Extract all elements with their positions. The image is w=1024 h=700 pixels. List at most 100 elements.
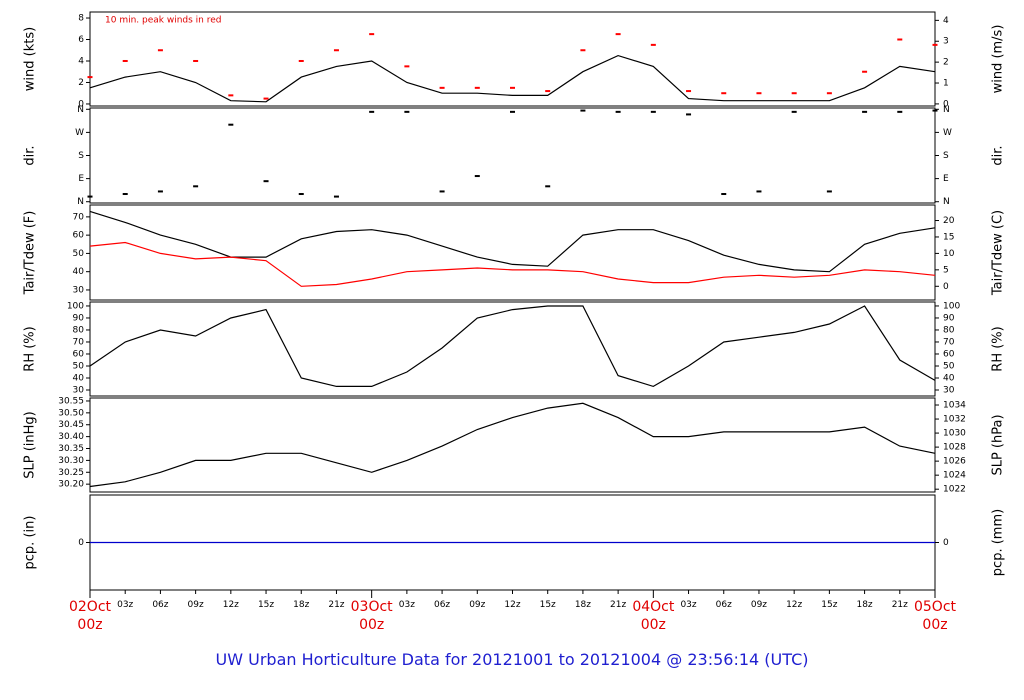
y2-tick-label: 3: [943, 37, 949, 47]
data-point: [404, 65, 410, 68]
data-point: [439, 86, 445, 89]
chart-title: UW Urban Horticulture Data for 20121001 …: [215, 650, 809, 669]
data-point: [826, 190, 832, 193]
data-point: [580, 49, 586, 52]
x-tick-label: 09z: [750, 600, 768, 610]
panel-frame: [89, 11, 936, 107]
y-tick-label: 60: [73, 231, 85, 241]
y-tick-label: 0: [78, 99, 84, 109]
y-tick-label: 30.55: [58, 396, 84, 406]
x-tick-label: 18z: [293, 600, 310, 610]
x-tick-label: 03z: [398, 600, 415, 610]
y-tick-label: 100: [67, 301, 84, 311]
y-tick-label: 0: [78, 538, 84, 548]
y2-tick-label: 4: [943, 16, 949, 26]
y2-tick-label: 0: [943, 538, 949, 548]
y-axis-label: dir.: [23, 145, 38, 165]
y-tick-label: 70: [73, 212, 85, 222]
y-axis-label: SLP (inHg): [23, 411, 38, 479]
x-tick-label: 12z: [504, 600, 521, 610]
y2-axis-label: Tair/Tdew (C): [991, 210, 1006, 296]
y2-tick-label: 90: [943, 313, 955, 323]
data-point: [721, 193, 727, 196]
y-tick-label: 6: [78, 35, 84, 45]
data-line: [89, 210, 936, 273]
y-axis-label: RH (%): [23, 326, 38, 371]
data-point: [474, 175, 480, 178]
x-tick-label: 21z: [328, 600, 345, 610]
x-tick-label: 15z: [821, 600, 838, 610]
data-point: [615, 33, 621, 36]
x-tick-label: 18z: [574, 600, 591, 610]
x-tick-label: 09z: [469, 600, 486, 610]
x-tick-label: 21z: [610, 600, 627, 610]
y2-axis-label: wind (m/s): [991, 25, 1006, 94]
data-point: [826, 92, 832, 95]
x-tick-label: 09z: [187, 600, 204, 610]
y2-tick-label: S: [943, 151, 949, 161]
data-point: [615, 110, 621, 113]
data-point: [686, 90, 692, 93]
y2-tick-label: E: [943, 174, 949, 184]
y2-tick-label: N: [943, 197, 950, 207]
data-point: [263, 97, 269, 100]
data-point: [122, 59, 128, 62]
data-point: [580, 109, 586, 112]
data-point: [369, 33, 375, 36]
y-tick-label: 90: [73, 313, 85, 323]
y-tick-label: 70: [73, 337, 85, 347]
data-point: [686, 113, 692, 116]
y2-tick-label: 5: [943, 265, 949, 275]
data-point: [193, 59, 199, 62]
y2-tick-label: 30: [943, 385, 955, 395]
y-axis-label: Tair/Tdew (F): [23, 211, 38, 296]
y2-axis-label: RH (%): [991, 326, 1006, 371]
data-point: [756, 190, 762, 193]
data-point: [87, 76, 93, 79]
data-point: [87, 195, 93, 198]
x-tick-label: 15z: [539, 600, 556, 610]
x-tick-label: 18z: [856, 600, 873, 610]
y-tick-label: 30: [73, 385, 85, 395]
y2-axis-label: SLP (hPa): [991, 414, 1006, 475]
data-point: [333, 49, 339, 52]
panel-frame: [89, 397, 936, 493]
data-point: [404, 110, 410, 113]
y-tick-label: N: [77, 197, 84, 207]
data-point: [298, 193, 304, 196]
y-tick-label: 50: [73, 249, 85, 259]
y-tick-label: 60: [73, 349, 85, 359]
y-tick-label: 40: [73, 373, 85, 383]
x-tick-label: 21z: [891, 600, 908, 610]
x-tick-label: 05Oct 00z: [913, 599, 957, 633]
x-tick-label: 15z: [257, 600, 275, 610]
data-point: [193, 185, 199, 188]
y2-tick-label: 100: [943, 301, 960, 311]
y-tick-label: 30.35: [58, 444, 84, 454]
y-tick-label: N: [77, 105, 84, 115]
y-tick-label: 4: [78, 56, 84, 66]
data-point: [263, 180, 269, 183]
y2-tick-label: 70: [943, 337, 955, 347]
y2-tick-label: 50: [943, 361, 955, 371]
data-line: [89, 54, 936, 103]
x-tick-label: 12z: [222, 600, 239, 610]
x-tick-label: 04Oct 00z: [632, 599, 675, 633]
x-tick-label: 03z: [680, 600, 697, 610]
y-tick-label: W: [75, 128, 84, 138]
data-point: [157, 49, 163, 52]
y2-tick-label: 20: [943, 216, 955, 226]
annotation: 10 min. peak winds in red: [105, 16, 222, 26]
y-axis-label: wind (kts): [23, 27, 38, 91]
panel-frame: [89, 301, 936, 397]
y-axis-label: pcp. (in): [23, 516, 38, 570]
data-point: [157, 190, 163, 193]
data-point: [510, 110, 515, 113]
x-tick-label: 06z: [715, 600, 732, 610]
y-tick-label: 30.45: [58, 420, 84, 430]
data-point: [791, 110, 797, 113]
y-tick-label: 8: [78, 14, 84, 24]
x-tick-label: 06z: [152, 600, 169, 610]
